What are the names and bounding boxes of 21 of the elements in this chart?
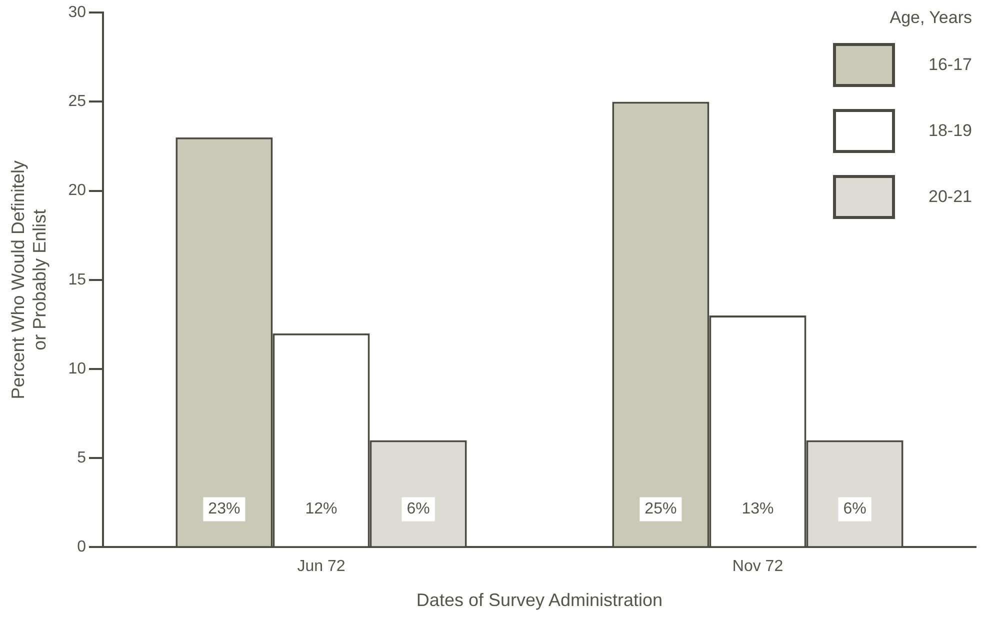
y-axis-title: Percent Who Would Definitely or Probably Enlist — [8, 160, 50, 400]
y-tick-label: 30 — [68, 4, 86, 22]
text: 18-19 — [928, 121, 972, 141]
text: 16-17 — [928, 55, 972, 75]
data-label: 13% — [742, 500, 774, 518]
data-label: 23% — [208, 500, 240, 518]
legend-title: Age, Years — [888, 8, 972, 28]
data-label: 12% — [305, 500, 338, 518]
y-tick-label: 5 — [77, 450, 86, 467]
x-tick-label: Nov 72 — [732, 558, 784, 576]
data-label: 6% — [406, 500, 430, 518]
data-label: 6% — [843, 500, 866, 518]
x-tick-label: Jun 72 — [297, 558, 346, 576]
data-label: 25% — [644, 500, 677, 518]
text: 20-21 — [928, 187, 972, 207]
x-axis-title: Dates of Survey Administration — [416, 590, 663, 610]
y-tick-label: 15 — [68, 271, 86, 288]
y-tick-label: 0 — [77, 538, 86, 556]
y-tick-label: 10 — [68, 360, 86, 378]
y-tick-label: 20 — [68, 182, 86, 200]
y-tick-label: 25 — [68, 93, 86, 110]
